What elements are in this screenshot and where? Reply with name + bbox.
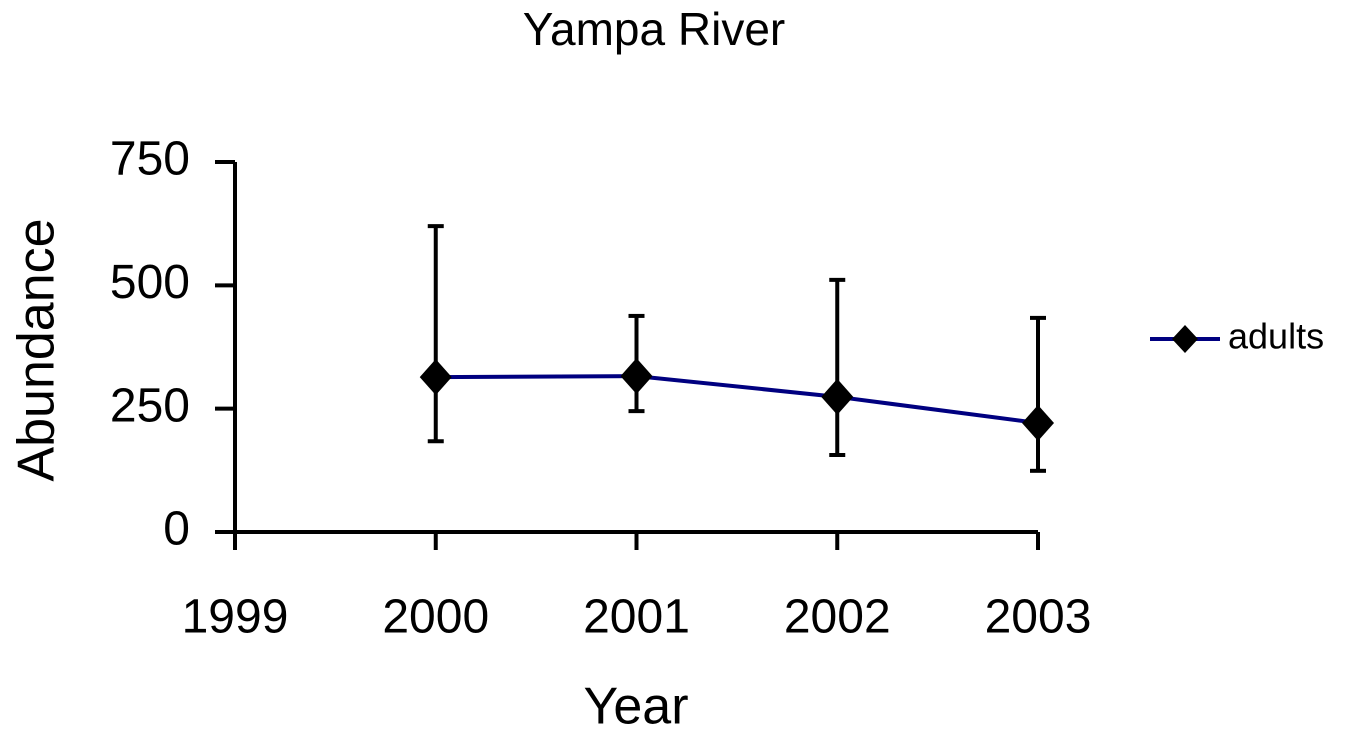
x-tick-label: 2003 xyxy=(985,591,1092,644)
x-tick-label: 2001 xyxy=(583,591,690,644)
y-tick-label: 500 xyxy=(110,256,190,309)
marker xyxy=(419,359,452,396)
y-axis-label: Abundance xyxy=(8,218,66,481)
x-tick-label: 1999 xyxy=(182,591,289,644)
y-tick-label: 0 xyxy=(163,503,190,556)
legend-marker xyxy=(1172,325,1198,353)
y-tick-label: 250 xyxy=(110,379,190,432)
x-axis-label: Year xyxy=(583,678,688,736)
marker xyxy=(821,378,854,415)
legend-label: adults xyxy=(1228,316,1324,357)
marker xyxy=(620,358,653,395)
chart-title: Yampa River xyxy=(523,3,785,55)
marker xyxy=(1022,404,1054,441)
x-tick-label: 2000 xyxy=(382,591,489,644)
y-tick-label: 750 xyxy=(110,133,190,186)
line xyxy=(435,374,1039,425)
x-tick-label: 2002 xyxy=(784,591,891,644)
